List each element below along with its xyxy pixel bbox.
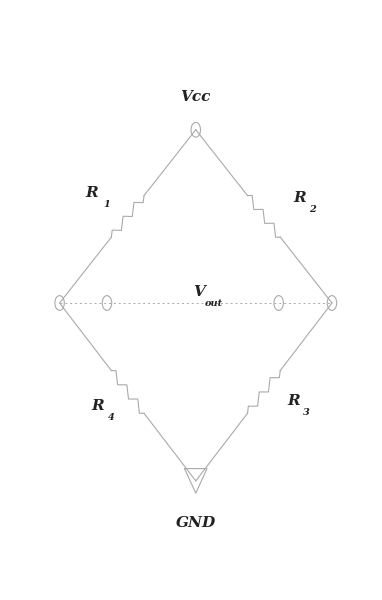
Text: 3: 3 [303,408,310,417]
Text: V: V [193,286,205,299]
Text: R: R [86,186,99,200]
Text: 2: 2 [309,205,316,214]
Text: R: R [92,399,104,413]
Text: R: R [293,191,306,205]
Text: 4: 4 [108,413,115,422]
Text: out: out [204,299,223,308]
Text: R: R [287,394,300,408]
Text: Vcc: Vcc [181,91,211,104]
Text: GND: GND [176,515,216,530]
Text: 1: 1 [104,200,110,209]
